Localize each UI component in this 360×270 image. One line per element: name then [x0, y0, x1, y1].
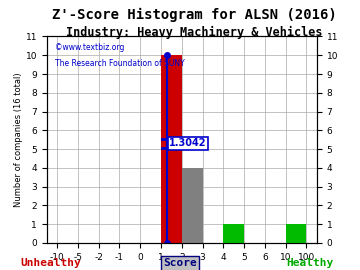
Text: Healthy: Healthy	[286, 258, 333, 268]
Text: Industry: Heavy Machinery & Vehicles: Industry: Heavy Machinery & Vehicles	[66, 26, 323, 39]
Text: Score: Score	[163, 258, 197, 268]
Text: Z'-Score Histogram for ALSN (2016): Z'-Score Histogram for ALSN (2016)	[52, 8, 337, 22]
Bar	[182, 168, 203, 243]
Bar	[223, 224, 244, 243]
Y-axis label: Number of companies (16 total): Number of companies (16 total)	[14, 72, 23, 207]
Bar	[161, 55, 182, 243]
Text: 1.3042: 1.3042	[170, 139, 207, 148]
Text: ©www.textbiz.org: ©www.textbiz.org	[55, 43, 124, 52]
Text: Unhealthy: Unhealthy	[20, 258, 81, 268]
Text: The Research Foundation of SUNY: The Research Foundation of SUNY	[55, 59, 185, 68]
Bar	[285, 224, 306, 243]
